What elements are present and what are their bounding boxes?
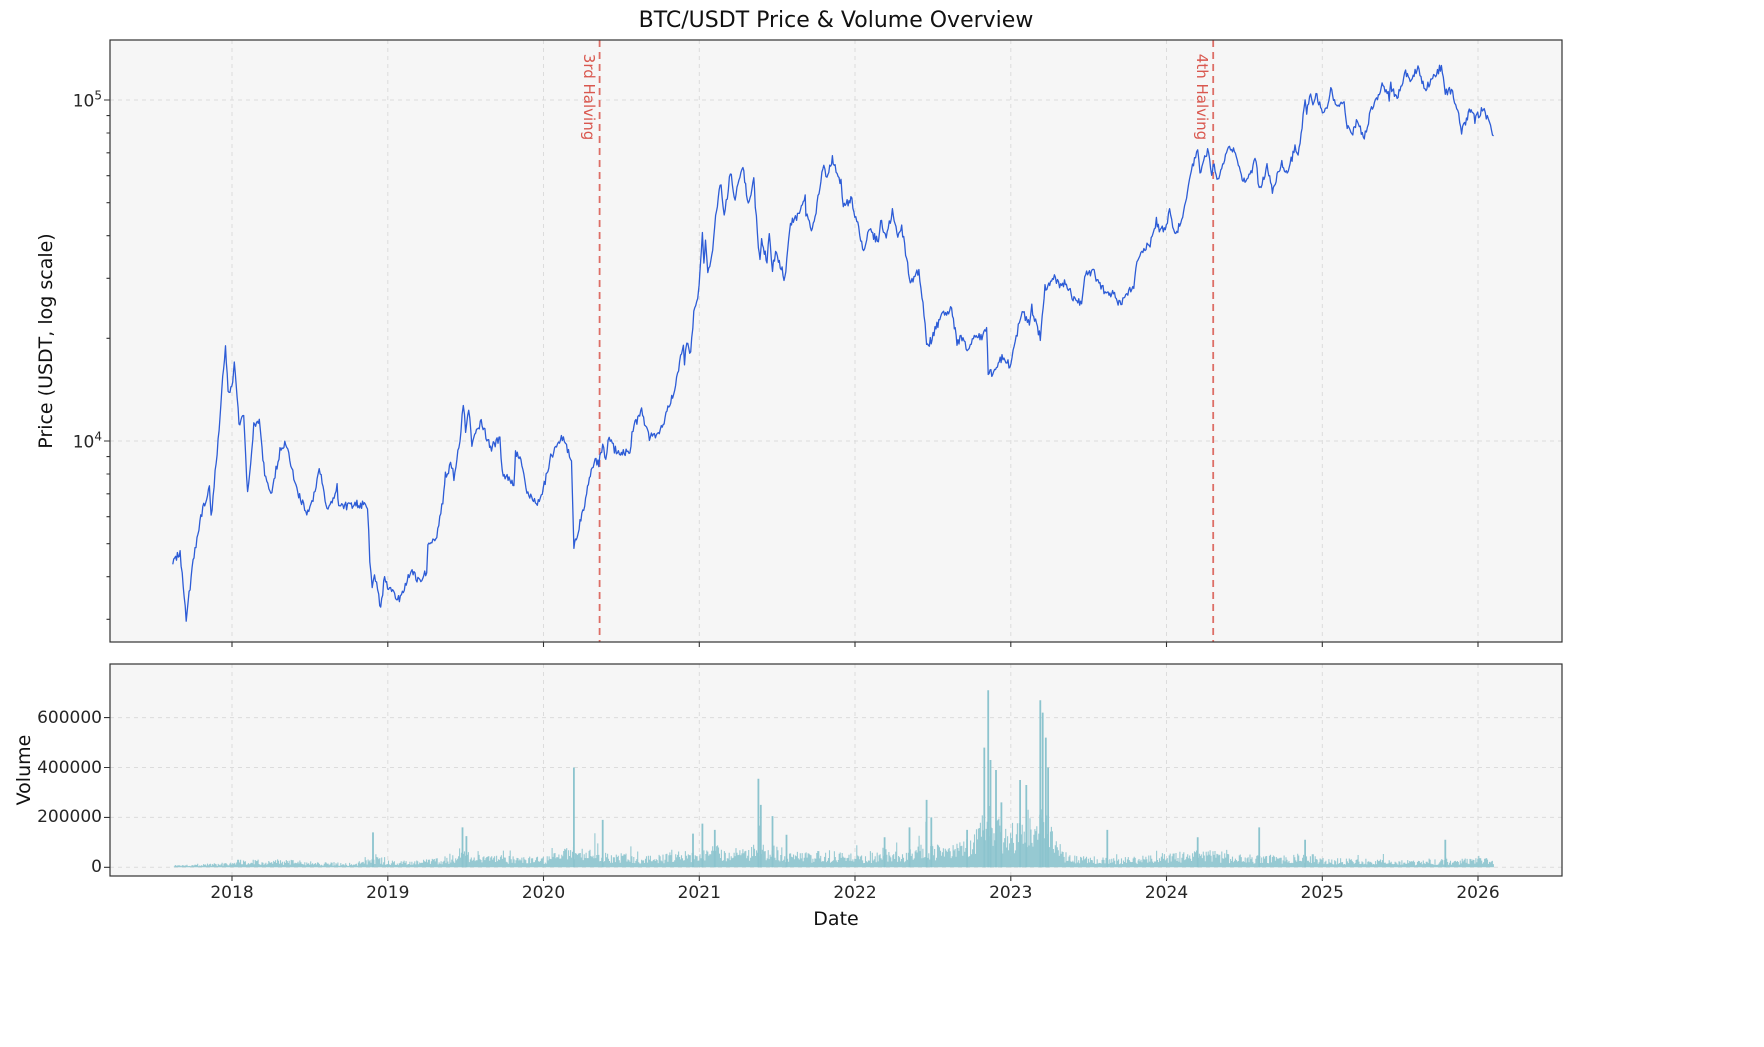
volume-plot-frame [109,663,1563,877]
volume-y-tick-label: 200000 [37,807,102,828]
volume-y-tick-label: 0 [91,857,102,878]
volume-spike-bars [372,690,1447,868]
price-axis-label: Price (USDT, log scale) [35,233,57,449]
price-line [172,64,1494,622]
price-y-tick-label: 105 [72,88,102,112]
volume-y-tick-label: 600000 [37,707,102,728]
x-tick-label: 2023 [989,883,1033,903]
x-axis-label: Date [813,908,859,930]
x-tick-label: 2024 [1144,883,1189,903]
halving-annotation-label: 3rd Halving [579,53,598,141]
volume-y-tick-label: 400000 [37,757,102,778]
price-plot-frame [109,39,1563,643]
volume-plot-area [110,664,1562,876]
price-plot-area [110,40,1562,642]
volume-axis-label: Volume [13,734,35,806]
x-tick-label: 2025 [1300,883,1344,903]
x-tick-label: 2018 [210,883,254,903]
chart-title: BTC/USDT Price & Volume Overview [638,8,1034,33]
gridlines [110,40,1562,876]
price-y-tick-label: 104 [72,429,102,453]
x-tick-label: 2026 [1456,883,1500,903]
halving-annotation-label: 4th Halving [1193,53,1212,141]
x-tick-label: 2020 [521,883,566,903]
x-tick-label: 2022 [833,883,877,903]
x-tick-label: 2021 [677,883,721,903]
axis-tick-marks [104,99,1479,881]
x-tick-label: 2019 [366,883,410,903]
